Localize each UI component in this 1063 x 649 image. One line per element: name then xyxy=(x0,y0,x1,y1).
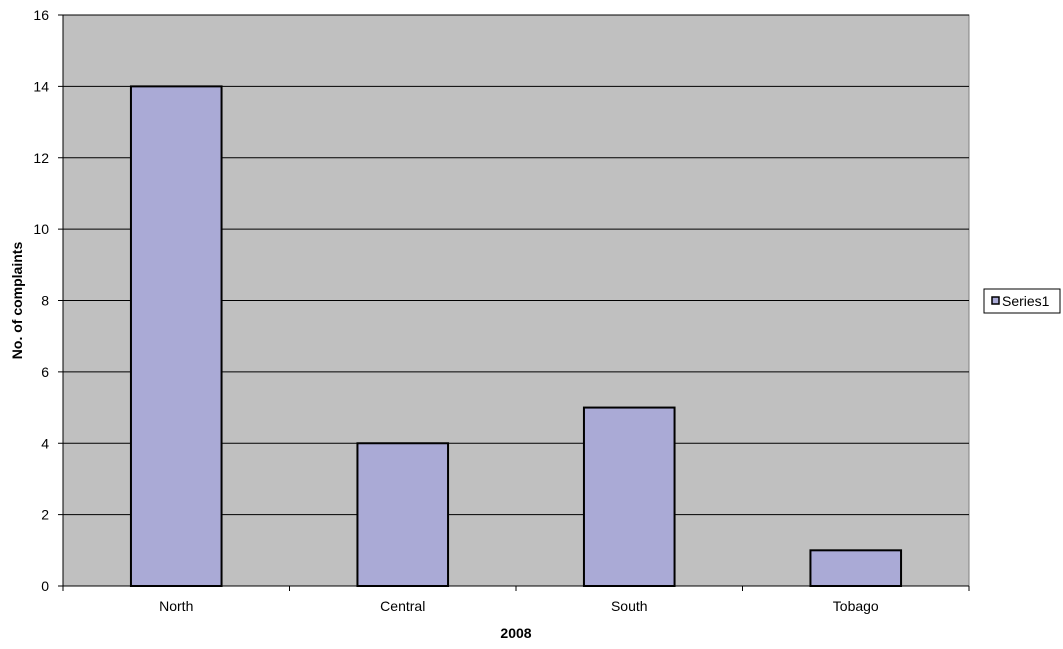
y-tick-label: 10 xyxy=(33,221,49,237)
x-tick-label-south: South xyxy=(611,598,648,614)
bar-tobago xyxy=(809,549,903,587)
x-axis-title: 2008 xyxy=(500,625,531,641)
y-tick-label: 16 xyxy=(33,7,49,23)
y-tick-label: 12 xyxy=(33,150,49,166)
axes xyxy=(58,14,970,591)
bar-south xyxy=(582,406,676,587)
y-tick-label: 14 xyxy=(33,78,49,94)
y-tick-label: 4 xyxy=(41,435,49,451)
y-axis-title: No. of complaints xyxy=(9,242,25,360)
y-tick-label: 6 xyxy=(41,364,49,380)
bar-north xyxy=(129,85,223,587)
legend-swatch-series1 xyxy=(991,296,1000,305)
x-tick-label-central: Central xyxy=(380,598,425,614)
y-tick-label: 0 xyxy=(41,578,49,594)
y-tick-label: 2 xyxy=(41,507,49,523)
x-tick-label-north: North xyxy=(159,598,193,614)
bar-central xyxy=(356,442,450,587)
x-tick-labels: North Central South Tobago xyxy=(159,598,879,614)
legend-label-series1: Series1 xyxy=(1002,293,1050,309)
y-tick-label: 8 xyxy=(41,293,49,309)
x-tick-label-tobago: Tobago xyxy=(833,598,879,614)
y-tick-labels: 0 2 4 6 8 10 12 14 16 xyxy=(33,7,49,594)
legend: Series1 xyxy=(983,288,1061,314)
bars xyxy=(129,85,903,587)
